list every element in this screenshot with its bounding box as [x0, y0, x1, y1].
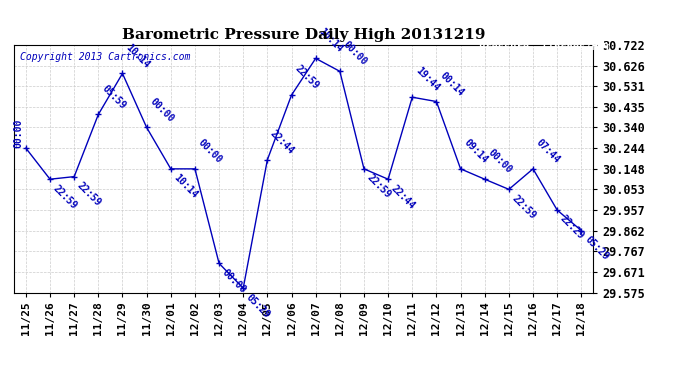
Text: 22:44: 22:44	[268, 128, 297, 156]
Text: 00:14: 00:14	[437, 70, 466, 98]
Text: 00:00: 00:00	[14, 119, 23, 148]
Text: 00:00: 00:00	[486, 148, 514, 176]
Text: 22:59: 22:59	[293, 63, 321, 92]
Text: 22:29: 22:29	[558, 214, 586, 242]
Text: 22:59: 22:59	[365, 172, 393, 200]
Text: 05:29: 05:29	[244, 292, 273, 320]
Text: 22:59: 22:59	[51, 183, 79, 211]
Text: Pressure  (Inches/Hg): Pressure (Inches/Hg)	[480, 42, 611, 52]
Text: Copyright 2013 Cartronics.com: Copyright 2013 Cartronics.com	[19, 53, 190, 62]
Text: 05:29: 05:29	[582, 234, 611, 262]
Text: 10:14: 10:14	[317, 27, 345, 55]
Text: 00:00: 00:00	[148, 96, 176, 124]
Title: Barometric Pressure Daily High 20131219: Barometric Pressure Daily High 20131219	[122, 28, 485, 42]
Text: 10:14: 10:14	[124, 42, 152, 70]
Text: 00:00: 00:00	[220, 267, 248, 295]
Text: 00:00: 00:00	[341, 40, 369, 68]
Text: 09:14: 09:14	[462, 137, 490, 165]
Text: 22:59: 22:59	[75, 180, 103, 208]
Text: 22:59: 22:59	[510, 193, 538, 221]
Text: 19:44: 19:44	[413, 66, 442, 93]
Text: 22:44: 22:44	[389, 183, 417, 211]
Text: 00:00: 00:00	[196, 137, 224, 165]
Text: 07:44: 07:44	[534, 137, 562, 165]
Text: 10:14: 10:14	[172, 172, 200, 200]
Text: 05:59: 05:59	[99, 83, 128, 111]
